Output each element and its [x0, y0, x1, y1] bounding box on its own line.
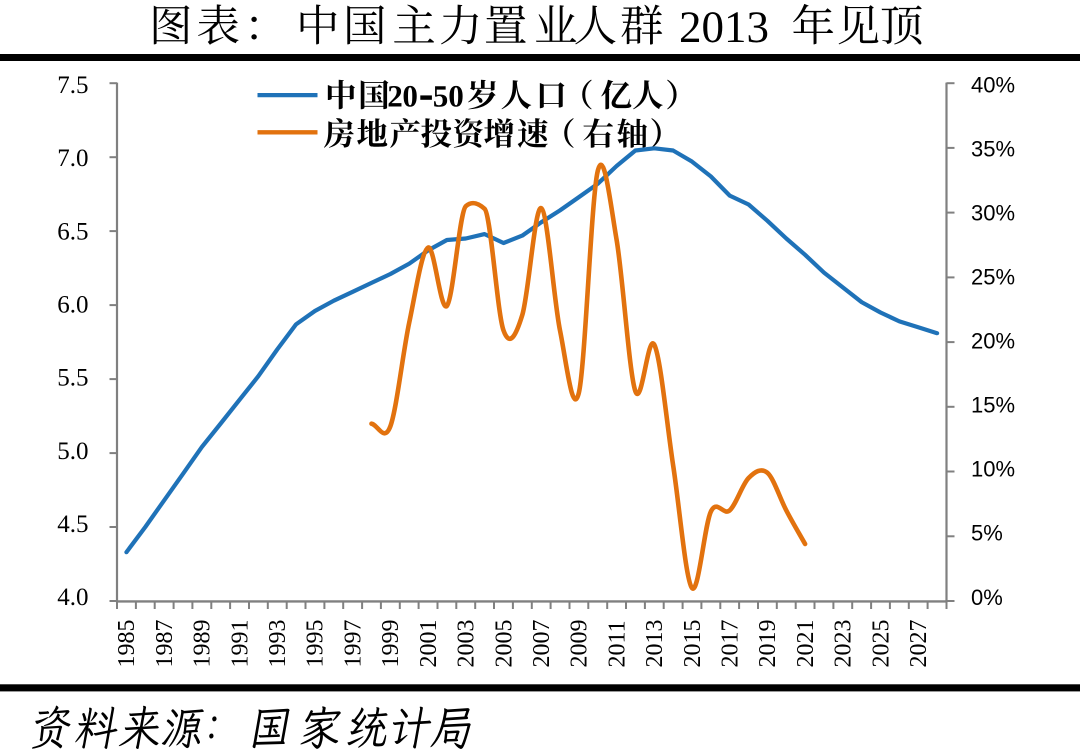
- svg-text:25%: 25%: [971, 265, 1015, 290]
- svg-text:1987: 1987: [152, 620, 178, 668]
- svg-text:2025: 2025: [868, 620, 894, 668]
- svg-text:30%: 30%: [971, 201, 1015, 226]
- svg-text:2005: 2005: [491, 620, 517, 668]
- svg-text:2015: 2015: [680, 620, 706, 668]
- svg-text:5%: 5%: [971, 521, 1003, 546]
- svg-text:4.0: 4.0: [57, 584, 88, 611]
- svg-text:7.0: 7.0: [57, 145, 88, 172]
- svg-text:4.5: 4.5: [57, 511, 88, 538]
- svg-text:5.5: 5.5: [57, 365, 88, 392]
- svg-text:1991: 1991: [227, 620, 253, 668]
- svg-text:2001: 2001: [416, 620, 442, 668]
- svg-text:1997: 1997: [341, 620, 367, 668]
- svg-text:5.0: 5.0: [57, 438, 88, 465]
- svg-text:15%: 15%: [971, 393, 1015, 418]
- svg-text:6.0: 6.0: [57, 292, 88, 319]
- svg-text:20%: 20%: [971, 329, 1015, 354]
- svg-text:2007: 2007: [529, 620, 555, 668]
- svg-text:2023: 2023: [831, 620, 857, 668]
- svg-text:6.5: 6.5: [57, 218, 88, 245]
- svg-text:1995: 1995: [303, 620, 329, 668]
- svg-text:2027: 2027: [906, 620, 932, 668]
- svg-text:2017: 2017: [718, 620, 744, 668]
- svg-text:1993: 1993: [265, 620, 291, 668]
- svg-text:1999: 1999: [378, 620, 404, 668]
- svg-text:2009: 2009: [567, 620, 593, 668]
- svg-text:7.5: 7.5: [57, 72, 88, 99]
- svg-text:10%: 10%: [971, 457, 1015, 482]
- svg-text:2003: 2003: [454, 620, 480, 668]
- svg-text:0%: 0%: [971, 585, 1003, 610]
- svg-text:2013: 2013: [642, 620, 668, 668]
- svg-text:1985: 1985: [114, 620, 140, 668]
- svg-text:2021: 2021: [793, 620, 819, 668]
- svg-text:35%: 35%: [971, 137, 1015, 162]
- svg-text:40%: 40%: [971, 73, 1015, 98]
- svg-text:1989: 1989: [190, 620, 216, 668]
- svg-text:2011: 2011: [604, 620, 630, 667]
- svg-text:2019: 2019: [755, 620, 781, 668]
